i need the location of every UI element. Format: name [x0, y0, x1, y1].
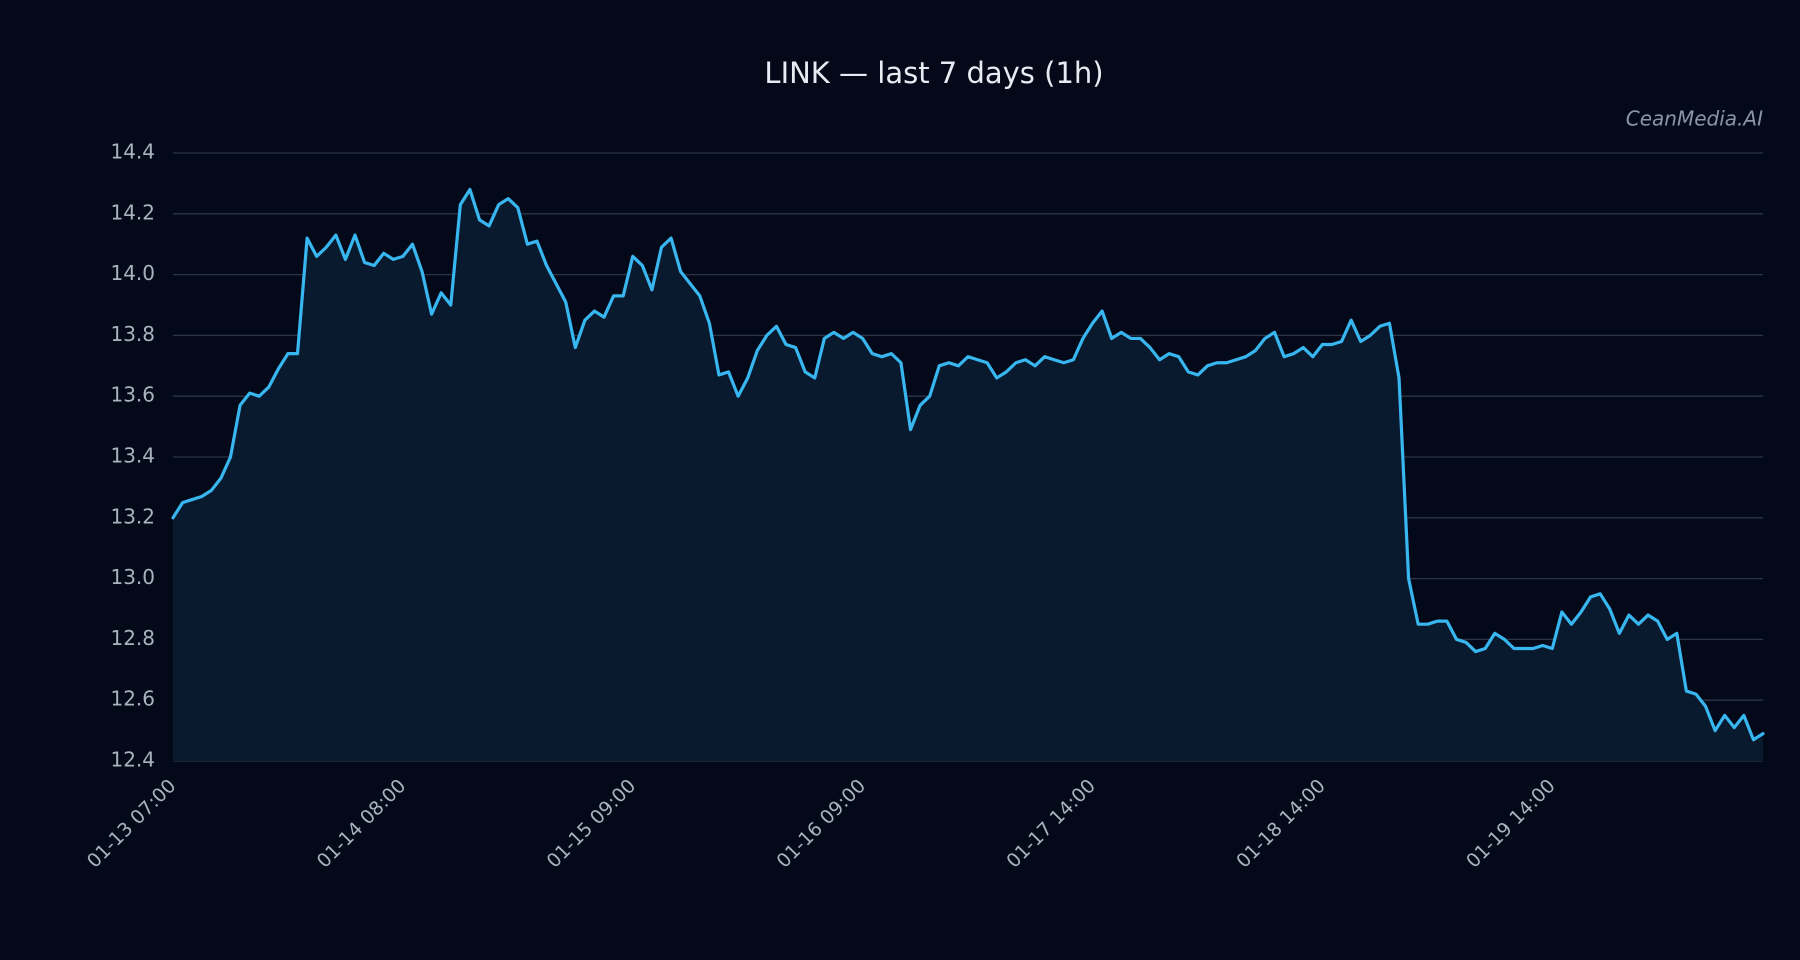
y-tick-label: 12.8 [110, 626, 155, 650]
watermark: CeanMedia.AI [1626, 107, 1763, 131]
y-tick-label: 14.2 [110, 200, 155, 224]
y-tick-label: 14.4 [110, 140, 155, 164]
y-tick-label: 12.6 [110, 687, 155, 711]
y-tick-label: 13.0 [110, 565, 155, 589]
y-tick-label: 13.2 [110, 504, 155, 528]
y-tick-label: 13.8 [110, 322, 155, 346]
y-tick-label: 12.4 [110, 748, 155, 772]
y-tick-label: 14.0 [110, 261, 155, 285]
line [171, 187, 1765, 742]
chart-title: LINK — last 7 days (1h) [764, 56, 1103, 90]
y-tick-label: 13.6 [110, 383, 155, 407]
y-tick-label: 13.4 [110, 444, 155, 468]
